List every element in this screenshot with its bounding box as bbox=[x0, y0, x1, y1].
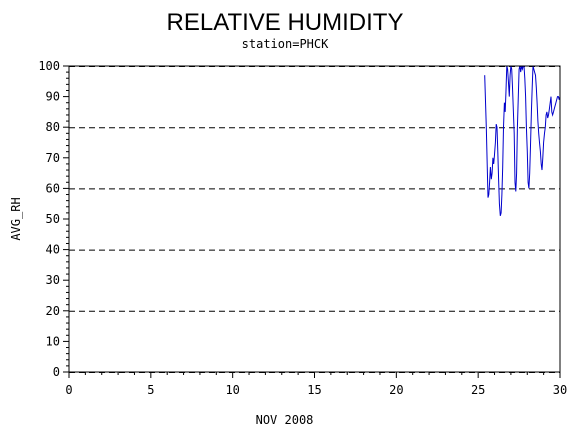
y-tick-label: 40 bbox=[46, 243, 60, 257]
grid-lines bbox=[69, 66, 560, 373]
y-tick-label: 10 bbox=[46, 334, 60, 348]
y-tick-label: 100 bbox=[38, 59, 60, 73]
y-tick-label: 70 bbox=[46, 151, 60, 165]
y-tick-label: 20 bbox=[46, 304, 60, 318]
plot-frame bbox=[68, 65, 561, 373]
x-tick-label: 15 bbox=[307, 383, 321, 397]
series-line-0 bbox=[484, 65, 561, 217]
x-tick-label: 30 bbox=[553, 383, 567, 397]
y-axis-label: AVG_RH bbox=[9, 197, 23, 240]
y-tick-label: 0 bbox=[53, 365, 60, 379]
x-tick-label: 0 bbox=[65, 383, 72, 397]
x-tick-label: 10 bbox=[225, 383, 239, 397]
y-axis: 0 10 20 30 40 50 60 70 80 90 100 bbox=[38, 59, 69, 379]
x-axis: 0 5 10 15 20 25 30 bbox=[65, 372, 567, 397]
chart-subtitle: station=PHCK bbox=[242, 37, 329, 51]
y-tick-label: 50 bbox=[46, 212, 60, 226]
y-tick-label: 80 bbox=[46, 120, 60, 134]
chart-title: RELATIVE HUMIDITY bbox=[167, 9, 404, 36]
series-layer bbox=[484, 65, 561, 217]
y-tick-label: 30 bbox=[46, 273, 60, 287]
x-tick-label: 20 bbox=[389, 383, 403, 397]
y-tick-label: 60 bbox=[46, 181, 60, 195]
y-tick-label: 90 bbox=[46, 90, 60, 104]
x-tick-label: 5 bbox=[147, 383, 154, 397]
x-tick-label: 25 bbox=[471, 383, 485, 397]
x-axis-label: NOV 2008 bbox=[256, 413, 314, 427]
